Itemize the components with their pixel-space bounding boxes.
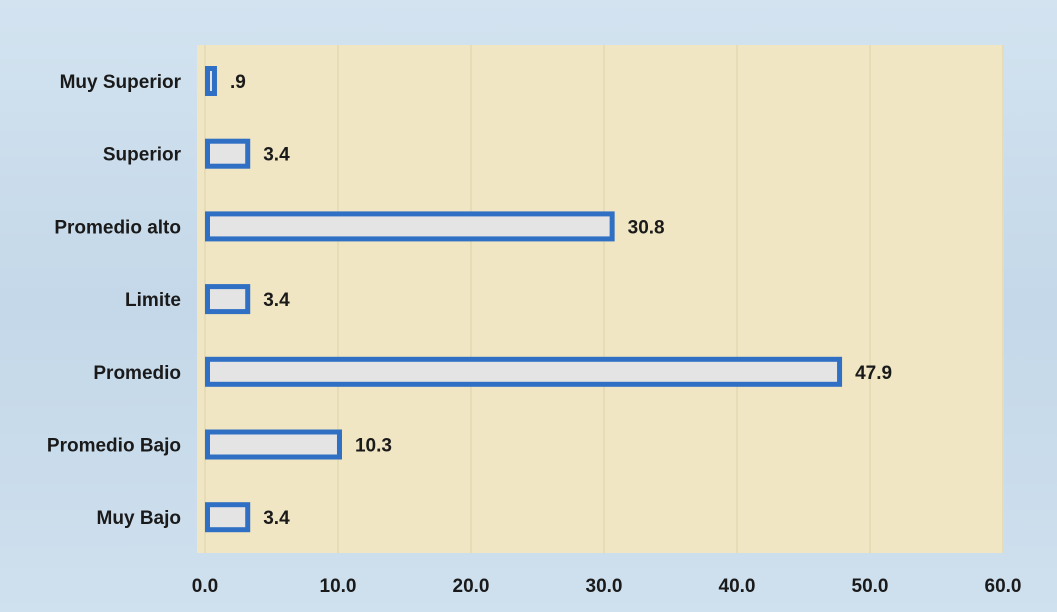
bar-promedio-bajo (205, 429, 342, 460)
category-label: Muy Bajo (97, 508, 181, 529)
value-label: 3.4 (263, 290, 290, 311)
plot-area (197, 45, 1003, 553)
value-label: 10.3 (355, 436, 392, 457)
x-tick-label: 20.0 (453, 576, 490, 597)
bar-limite (205, 284, 251, 315)
x-tick-label: 50.0 (852, 576, 889, 597)
category-label: Limite (125, 290, 181, 311)
x-tick-label: 60.0 (985, 576, 1022, 597)
value-label: 3.4 (263, 145, 290, 166)
category-label: Promedio alto (54, 217, 181, 238)
bar-superior (205, 138, 251, 169)
bar-muy-bajo (205, 502, 251, 533)
x-tick-label: 40.0 (719, 576, 756, 597)
gridlines (204, 45, 1004, 553)
x-axis-tick-labels: 0.0 10.0 20.0 30.0 40.0 50.0 60.0 (192, 576, 1022, 597)
bar-promedio-alto (205, 211, 615, 242)
value-label: 30.8 (628, 217, 665, 238)
x-tick-label: 0.0 (192, 576, 218, 597)
value-label: .9 (230, 72, 246, 93)
value-label: 3.4 (263, 508, 290, 529)
value-label: 47.9 (855, 363, 892, 384)
category-label: Promedio Bajo (47, 436, 181, 457)
bar-promedio (205, 356, 843, 387)
bars (205, 66, 843, 533)
bar-muy-superior (205, 66, 217, 96)
category-label: Muy Superior (60, 72, 182, 93)
x-tick-label: 30.0 (586, 576, 623, 597)
value-labels: .9 3.4 30.8 3.4 47.9 10.3 3.4 (230, 72, 892, 529)
x-tick-label: 10.0 (320, 576, 357, 597)
category-label: Promedio (93, 363, 181, 384)
category-labels: Muy Superior Superior Promedio alto Limite P… (47, 72, 182, 529)
category-label: Superior (103, 145, 182, 166)
